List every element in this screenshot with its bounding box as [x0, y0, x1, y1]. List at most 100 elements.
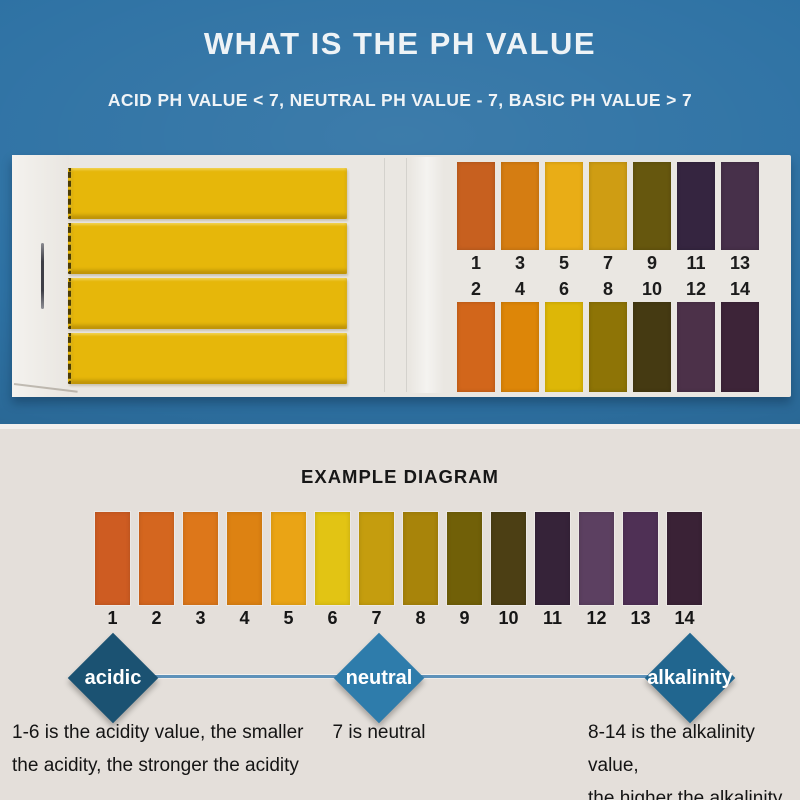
booklet-cover-flap: [12, 155, 69, 397]
ph-number-label: 4: [514, 279, 525, 299]
ph-number-label: 12: [586, 608, 607, 628]
ph-swatch-column: 4: [227, 512, 262, 629]
ph-swatch-column: 7: [589, 162, 627, 276]
acidic-note: 1-6 is the acidity value, the smaller th…: [12, 722, 304, 776]
ph-color-swatch-1: [457, 162, 495, 250]
page-edge-highlight: [410, 157, 444, 393]
ph-color-swatch-9: [633, 162, 671, 250]
ph-number-label: 7: [602, 253, 613, 273]
ph-number-label: 2: [470, 279, 481, 299]
litmus-strip: [68, 168, 347, 219]
ph-swatch-column: 6: [315, 512, 350, 629]
ph-color-swatch-7: [589, 162, 627, 250]
ph-color-swatch-3: [183, 512, 218, 605]
ph-number-label: 10: [641, 279, 663, 299]
alkalinity-node-label: alkalinity: [647, 666, 733, 689]
ph-swatch-column: 2: [139, 512, 174, 629]
ph-color-swatch-9: [447, 512, 482, 605]
litmus-strip: [68, 333, 347, 384]
example-diagram-title: EXAMPLE DIAGRAM: [301, 466, 499, 487]
ph-number-label: 13: [630, 608, 651, 628]
ph-number-label: 2: [151, 608, 162, 628]
acidic-node: acidic: [67, 632, 159, 724]
ph-number-label: 8: [602, 279, 613, 299]
ph-number-label: 9: [459, 608, 470, 628]
ph-color-swatch-5: [545, 162, 583, 250]
page-edge-line: [384, 158, 385, 392]
ph-number-label: 12: [685, 279, 707, 299]
ph-swatch-column: 11: [535, 512, 570, 629]
ph-swatch-column: 9: [447, 512, 482, 629]
litmus-strip-stack: [68, 168, 347, 384]
ph-swatch-column: 8: [403, 512, 438, 629]
ph-swatch-column: 14: [721, 276, 759, 392]
ph-number-label: 13: [729, 253, 751, 273]
ph-swatch-column: 1: [457, 162, 495, 276]
ph-color-swatch-11: [535, 512, 570, 605]
ph-swatch-column: 10: [633, 276, 671, 392]
ph-number-label: 11: [542, 608, 563, 628]
ph-color-swatch-8: [589, 302, 627, 392]
booklet-staple: [41, 243, 44, 309]
ph-number-label: 3: [514, 253, 525, 273]
neutral-note: 7 is neutral: [332, 722, 426, 743]
page-title: WHAT IS THE PH VALUE: [203, 26, 597, 61]
ph-swatch-column: 7: [359, 512, 394, 629]
ph-color-swatch-6: [315, 512, 350, 605]
ph-color-swatch-11: [677, 162, 715, 250]
acidic-node-label: acidic: [84, 666, 142, 689]
ph-number-label: 5: [558, 253, 569, 273]
ph-color-swatch-13: [721, 162, 759, 250]
litmus-reference-card: 1 3 5 7 9 11 13 2 4 6 8 10 12 14: [12, 155, 791, 397]
ph-swatch-column: 13: [623, 512, 658, 629]
ph-swatch-column: 3: [501, 162, 539, 276]
ph-swatch-column: 5: [271, 512, 306, 629]
ph-number-label: 11: [686, 253, 706, 273]
ph-swatch-column: 11: [677, 162, 715, 276]
ph-color-swatch-7: [359, 512, 394, 605]
ph-color-swatch-2: [457, 302, 495, 392]
ph-number-label: 9: [646, 253, 657, 273]
ph-swatch-column: 12: [579, 512, 614, 629]
litmus-strip: [68, 278, 347, 329]
ph-number-label: 1: [470, 253, 481, 273]
ph-swatch-column: 5: [545, 162, 583, 276]
ph-number-label: 3: [195, 608, 206, 628]
neutral-node-label: neutral: [345, 666, 413, 689]
ph-color-swatch-4: [227, 512, 262, 605]
ph-swatch-column: 6: [545, 276, 583, 392]
ph-number-label: 6: [558, 279, 569, 299]
ph-swatch-column: 3: [183, 512, 218, 629]
ph-swatch-column: 8: [589, 276, 627, 392]
ph-reference-grid: 1 3 5 7 9 11 13 2 4 6 8 10 12 14: [457, 162, 759, 392]
ph-number-label: 4: [239, 608, 250, 628]
ph-color-swatch-14: [721, 302, 759, 392]
ph-swatch-column: 2: [457, 276, 495, 392]
ph-number-label: 10: [498, 608, 519, 628]
ph-color-swatch-4: [501, 302, 539, 392]
ph-number-label: 14: [674, 608, 695, 628]
ph-number-label: 6: [327, 608, 338, 628]
ph-number-label: 1: [107, 608, 118, 628]
ph-number-label: 8: [415, 608, 426, 628]
ph-swatch-column: 1: [95, 512, 130, 629]
ph-number-label: 5: [283, 608, 294, 628]
ph-swatch-column: 10: [491, 512, 526, 629]
ph-color-swatch-3: [501, 162, 539, 250]
ph-swatch-column: 14: [667, 512, 702, 629]
ph-color-swatch-6: [545, 302, 583, 392]
ph-swatch-column: 12: [677, 276, 715, 392]
ph-color-swatch-2: [139, 512, 174, 605]
ph-color-swatch-8: [403, 512, 438, 605]
example-ph-scale: 1 2 3 4 5 6 7 8 9 10 11 12 13 14: [95, 512, 702, 629]
ph-color-swatch-1: [95, 512, 130, 605]
page-edge-line: [406, 158, 407, 392]
ph-number-label: 14: [729, 279, 751, 299]
section-divider-highlight: [0, 424, 800, 429]
ph-color-swatch-10: [633, 302, 671, 392]
alkalinity-node: alkalinity: [644, 632, 736, 724]
ph-color-swatch-12: [579, 512, 614, 605]
ph-reference-even-row: 2 4 6 8 10 12 14: [457, 276, 759, 392]
neutral-node: neutral: [333, 632, 425, 724]
